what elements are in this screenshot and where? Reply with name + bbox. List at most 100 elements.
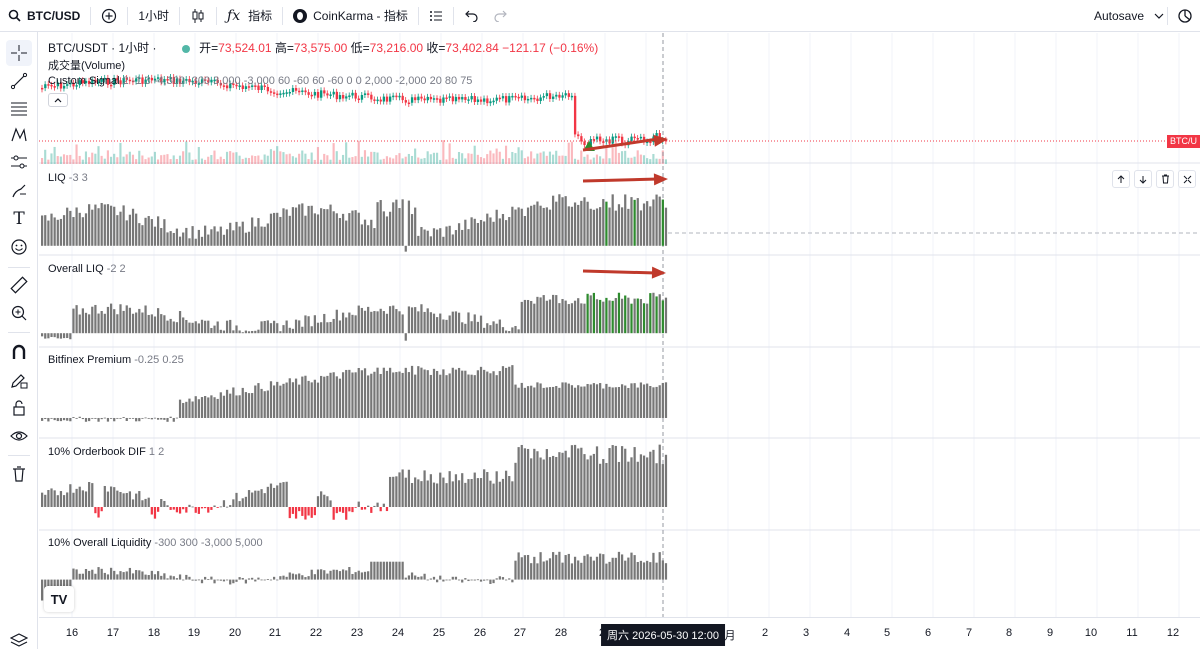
lock-tool[interactable] — [6, 395, 32, 421]
autosave-button[interactable]: Autosave — [1094, 0, 1164, 32]
text-tool[interactable]: T — [6, 206, 32, 232]
pane-legend-orderbook-dif[interactable]: 10% Orderbook DIF 1 2 — [48, 446, 164, 458]
volume-bar — [558, 155, 561, 164]
crosshair-tool[interactable] — [6, 40, 32, 66]
time-tick: 4 — [843, 627, 851, 639]
indicator-bar — [81, 308, 84, 334]
indicator-bar — [492, 483, 495, 507]
move-pane-down-button[interactable] — [1134, 170, 1152, 188]
indicator-bar — [442, 477, 445, 507]
volume-bar — [307, 159, 310, 164]
indicator-bar — [56, 417, 59, 422]
volume-bar — [608, 158, 611, 164]
candle — [122, 78, 125, 85]
redo-button[interactable] — [486, 0, 516, 32]
indicators-button[interactable]: ƒx 指标 — [219, 0, 280, 32]
indicator-bar — [128, 567, 132, 580]
indicator-bar — [489, 217, 492, 246]
chart-canvas[interactable] — [39, 33, 1200, 617]
divider — [179, 6, 181, 25]
interval-button[interactable]: 1小时 — [138, 9, 170, 23]
indicator-bar — [558, 551, 561, 580]
indicator-bar — [251, 492, 254, 507]
volume-bar — [392, 158, 395, 164]
indicator-bar — [69, 333, 72, 340]
volume-legend[interactable]: 成交量(Volume) — [48, 57, 125, 73]
volume-bar — [367, 156, 370, 164]
measure-tool[interactable] — [6, 272, 32, 298]
prediction-tool[interactable] — [6, 149, 32, 175]
indicator-bar — [122, 310, 125, 334]
volume-bar — [354, 156, 357, 164]
indicator-bar — [367, 375, 370, 418]
candle — [589, 139, 592, 146]
indicator-bar — [66, 207, 69, 246]
volume-bar — [304, 153, 307, 164]
indicator-bar — [385, 313, 389, 334]
pane-legend-liq[interactable]: LIQ -3 3 — [48, 172, 88, 184]
undo-button[interactable] — [456, 0, 486, 32]
indicator-bar — [439, 228, 442, 246]
indicator-bar — [188, 504, 191, 507]
indicator-bar — [326, 209, 329, 246]
indicator-bar — [589, 455, 592, 507]
object-tree-button[interactable] — [421, 0, 451, 32]
chart-type-button[interactable] — [182, 0, 214, 32]
indicator-bar — [62, 495, 66, 507]
indicator-bar — [592, 383, 595, 418]
indicator-bar — [464, 219, 467, 246]
indicator-bar — [357, 367, 360, 418]
zoom-tool[interactable] — [6, 300, 32, 326]
camera-icon[interactable] — [1176, 7, 1194, 25]
indicator-bar — [392, 372, 395, 418]
remove-tool[interactable] — [6, 461, 32, 487]
candle — [360, 94, 364, 100]
indicator-bar — [642, 303, 646, 334]
indicator-bar — [649, 562, 652, 580]
volume-bar — [75, 144, 78, 164]
magnet-tool[interactable] — [6, 339, 32, 365]
indicator-bar — [439, 472, 442, 507]
maximize-pane-button[interactable] — [1178, 170, 1196, 188]
candle — [432, 98, 436, 100]
indicator-bar — [467, 479, 470, 507]
indicator-bar — [599, 463, 602, 507]
chart-area[interactable]: BTC/USDT · 1小时 · 开=73,524.01 高=73,575.00… — [39, 33, 1200, 617]
fib-tool[interactable] — [6, 95, 32, 121]
compare-button[interactable] — [93, 0, 125, 32]
indicator-bar — [316, 382, 320, 418]
indicator-bar — [254, 579, 257, 582]
layers-icon[interactable] — [10, 633, 28, 647]
indicator-bar — [178, 236, 182, 246]
symbol-search[interactable]: BTC/USD — [0, 0, 88, 32]
pane-legend-overall-liquidity[interactable]: 10% Overall Liquidity -300 300 -3,000 5,… — [48, 537, 263, 549]
collapse-legend-button[interactable] — [48, 93, 68, 107]
delete-pane-button[interactable] — [1156, 170, 1174, 188]
trendline-tool[interactable] — [6, 68, 32, 94]
time-axis[interactable]: 1617181920212223242526272821月23456789101… — [39, 617, 1200, 649]
emoji-tool[interactable] — [6, 234, 32, 260]
time-tick: 7 — [965, 627, 973, 639]
lock-drawings-tool[interactable] — [6, 367, 32, 393]
hide-tool[interactable] — [6, 423, 32, 449]
pattern-tool[interactable] — [6, 122, 32, 148]
indicator-bar — [495, 209, 498, 246]
indicator-bar — [238, 577, 241, 580]
indicator-bar — [216, 579, 219, 581]
time-tick: 11 — [1126, 627, 1138, 639]
candle — [646, 141, 649, 144]
script-button[interactable]: CoinKarma - 指标 — [285, 0, 416, 32]
indicator-bar — [266, 223, 269, 246]
pane-legend-bitfinex-premium[interactable]: Bitfinex Premium -0.25 0.25 — [48, 354, 184, 366]
indicator-bar — [166, 320, 169, 334]
custom-signal-legend[interactable]: Custom Signal 2 -1 3 -4,300 -300 3,000 -… — [48, 75, 472, 87]
volume-bar — [216, 159, 219, 164]
move-pane-up-button[interactable] — [1112, 170, 1130, 188]
candle — [41, 87, 44, 90]
candle — [329, 94, 332, 96]
brush-tool[interactable] — [6, 178, 32, 204]
indicator-bar — [385, 370, 389, 418]
indicator-bar — [564, 555, 567, 580]
tradingview-logo[interactable]: TV — [44, 586, 74, 612]
pane-legend-overall-liq[interactable]: Overall LIQ -2 2 — [48, 263, 126, 275]
